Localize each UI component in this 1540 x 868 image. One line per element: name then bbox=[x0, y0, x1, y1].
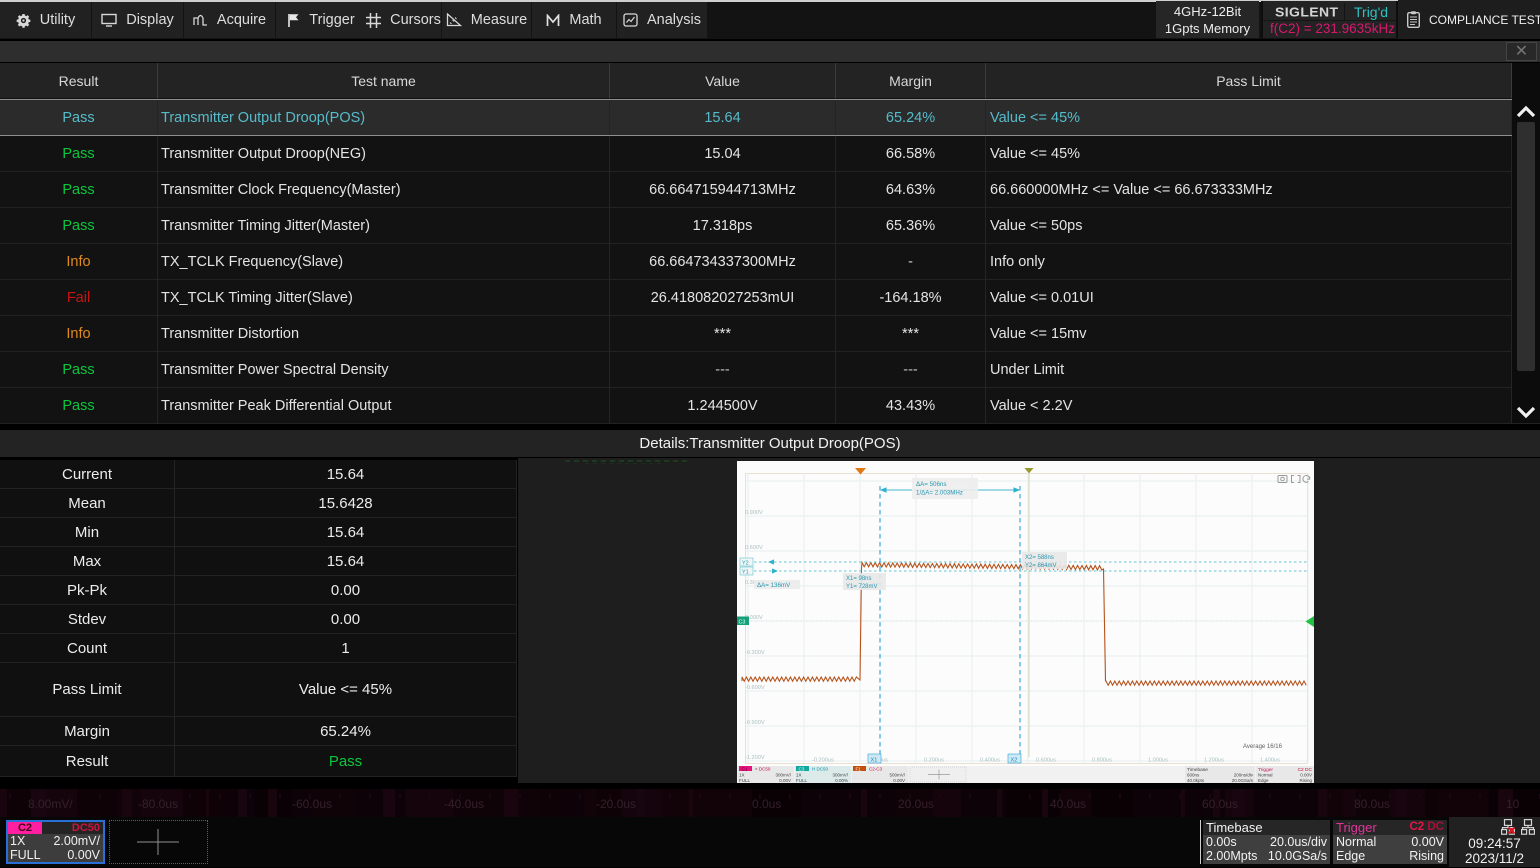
svg-text:0.600V: 0.600V bbox=[745, 545, 763, 551]
svg-text:0.00V: 0.00V bbox=[1300, 773, 1312, 778]
svg-text:0.400us: 0.400us bbox=[980, 758, 1000, 764]
svg-text:1/ΔA= 2.003MHz: 1/ΔA= 2.003MHz bbox=[916, 490, 963, 497]
svg-text:C3: C3 bbox=[799, 766, 805, 771]
svg-text:C2 DC: C2 DC bbox=[1298, 767, 1313, 773]
svg-text:Timebase: Timebase bbox=[1187, 767, 1208, 773]
svg-text:C3: C3 bbox=[739, 619, 746, 625]
svg-text:0.600us: 0.600us bbox=[1036, 758, 1056, 764]
svg-text:1X: 1X bbox=[796, 773, 802, 778]
svg-text:0.900V: 0.900V bbox=[745, 510, 763, 516]
svg-text:40.0kpts: 40.0kpts bbox=[1187, 778, 1205, 783]
svg-text:Y2= 864mV: Y2= 864mV bbox=[1025, 563, 1057, 569]
svg-text:0.00%: 0.00% bbox=[835, 778, 848, 783]
svg-text:FULL: FULL bbox=[739, 778, 751, 783]
svg-text:H DC50: H DC50 bbox=[812, 767, 829, 772]
svg-text:X2: X2 bbox=[1011, 757, 1018, 763]
svg-text:C1: C1 bbox=[742, 766, 748, 771]
svg-text:600ns: 600ns bbox=[1187, 773, 1200, 778]
svg-text:Y2: Y2 bbox=[742, 560, 749, 566]
svg-text:0.00V: 0.00V bbox=[779, 778, 791, 783]
svg-text:× DC50: × DC50 bbox=[755, 767, 771, 772]
svg-text:300mV/: 300mV/ bbox=[832, 773, 848, 778]
svg-text:-0.200us: -0.200us bbox=[812, 758, 834, 764]
svg-text:300mV/: 300mV/ bbox=[775, 773, 791, 778]
svg-text:-0.600V: -0.600V bbox=[745, 685, 765, 691]
svg-text:0.800us: 0.800us bbox=[1092, 758, 1112, 764]
svg-text:200ns/div: 200ns/div bbox=[1234, 773, 1254, 778]
svg-text:-1.200V: -1.200V bbox=[745, 755, 765, 761]
svg-text:1.000us: 1.000us bbox=[1148, 758, 1168, 764]
svg-text:0.000V: 0.000V bbox=[745, 615, 763, 621]
svg-text:Average 16/16: Average 16/16 bbox=[1243, 744, 1283, 750]
svg-text:1.200us: 1.200us bbox=[1204, 758, 1224, 764]
svg-text:Y1: Y1 bbox=[742, 569, 749, 575]
svg-text:X1= 98ns: X1= 98ns bbox=[846, 576, 872, 582]
svg-text:500mV/: 500mV/ bbox=[889, 773, 905, 778]
svg-text:Y1= 728mV: Y1= 728mV bbox=[846, 584, 878, 590]
svg-text:X2= 588ns: X2= 588ns bbox=[1025, 555, 1054, 561]
svg-text:20.0GSa/s: 20.0GSa/s bbox=[1232, 778, 1254, 783]
svg-text:1X: 1X bbox=[739, 773, 745, 778]
svg-text:-0.300V: -0.300V bbox=[745, 650, 765, 656]
svg-text:C2-C3: C2-C3 bbox=[869, 767, 883, 772]
svg-text:Normal: Normal bbox=[1258, 773, 1273, 778]
svg-text:FULL: FULL bbox=[796, 778, 808, 783]
svg-text:X1: X1 bbox=[871, 757, 878, 763]
svg-text:0.00V: 0.00V bbox=[893, 778, 905, 783]
svg-text:-0.900V: -0.900V bbox=[745, 720, 765, 726]
svg-text:1.400us: 1.400us bbox=[1260, 758, 1280, 764]
svg-text:F1: F1 bbox=[856, 766, 862, 771]
svg-text:ΔA= 506ns: ΔA= 506ns bbox=[916, 481, 946, 488]
svg-text:Edge: Edge bbox=[1258, 778, 1269, 783]
svg-text:ΔA= 136mV: ΔA= 136mV bbox=[757, 582, 791, 589]
svg-text:Trigger: Trigger bbox=[1258, 767, 1273, 773]
svg-text:0.300V: 0.300V bbox=[745, 580, 763, 586]
svg-text:0.200us: 0.200us bbox=[924, 758, 944, 764]
svg-text:Rising: Rising bbox=[1299, 778, 1312, 783]
